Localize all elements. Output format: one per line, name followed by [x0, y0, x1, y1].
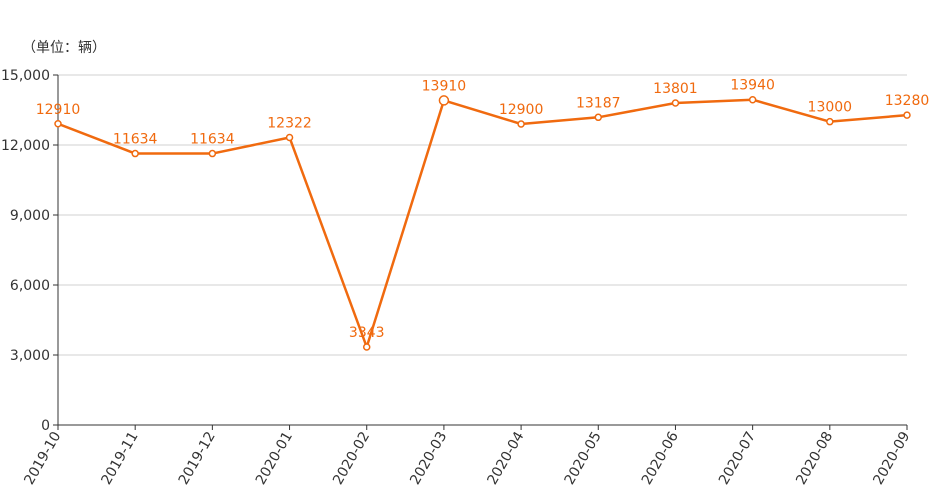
data-label: 12910	[36, 102, 81, 118]
y-tick-label: 12,000	[1, 138, 50, 154]
x-tick-label: 2020-06	[639, 429, 682, 488]
data-label: 13910	[422, 78, 467, 94]
data-point	[285, 133, 294, 142]
data-point	[517, 120, 525, 128]
data-point	[438, 95, 450, 106]
data-label: 12900	[499, 102, 544, 118]
axes	[53, 74, 908, 430]
x-tick-label: 2020-02	[330, 429, 373, 488]
x-tick-labels: 2019-10 2019-11 2019-12 2020-01 2020-02 2020-…	[21, 429, 913, 488]
data-labels: 12910 11634 11634 12322 3343 13910 12900 13187 1…	[36, 78, 930, 341]
x-tick-label: 2020-03	[407, 429, 450, 488]
y-tick-label: 3,000	[10, 348, 50, 364]
series-line	[57, 98, 908, 349]
data-label: 13000	[808, 100, 853, 116]
data-point	[362, 343, 371, 351]
grid-lines	[58, 74, 907, 356]
data-point	[131, 149, 139, 158]
data-point	[748, 95, 757, 104]
x-tick-label: 2020-01	[253, 429, 296, 488]
x-tick-label: 2020-08	[793, 429, 836, 488]
x-tick-label: 2020-07	[716, 429, 759, 488]
x-tick-label: 2019-12	[176, 429, 219, 488]
data-point	[54, 120, 62, 128]
data-label: 13940	[730, 78, 775, 94]
data-point	[594, 113, 603, 122]
data-point	[826, 117, 834, 126]
data-label: 13801	[653, 81, 698, 97]
y-tick-label: 15,000	[1, 68, 50, 84]
data-point	[671, 99, 680, 107]
series	[54, 95, 911, 351]
x-tick-label: 2020-04	[484, 429, 527, 488]
data-label: 13187	[576, 95, 621, 111]
x-tick-label: 2019-10	[21, 429, 64, 488]
y-tick-label: 9,000	[10, 208, 50, 224]
data-point	[903, 111, 911, 119]
y-unit-label: （单位：辆）	[22, 40, 106, 56]
data-label: 3343	[349, 325, 385, 341]
data-point	[208, 149, 217, 158]
data-label: 11634	[113, 132, 158, 148]
x-tick-label: 2019-11	[99, 429, 142, 488]
y-tick-label: 6,000	[10, 278, 50, 294]
y-tick-label: 0	[41, 418, 50, 434]
x-tick-label: 2020-05	[562, 429, 605, 488]
data-label: 13280	[885, 93, 930, 109]
y-tick-labels: 0 3,000 6,000 9,000 12,000 15,000	[1, 68, 50, 434]
x-tick-label: 2020-09	[870, 429, 913, 488]
data-label: 11634	[190, 132, 235, 148]
data-label: 12322	[267, 115, 312, 131]
